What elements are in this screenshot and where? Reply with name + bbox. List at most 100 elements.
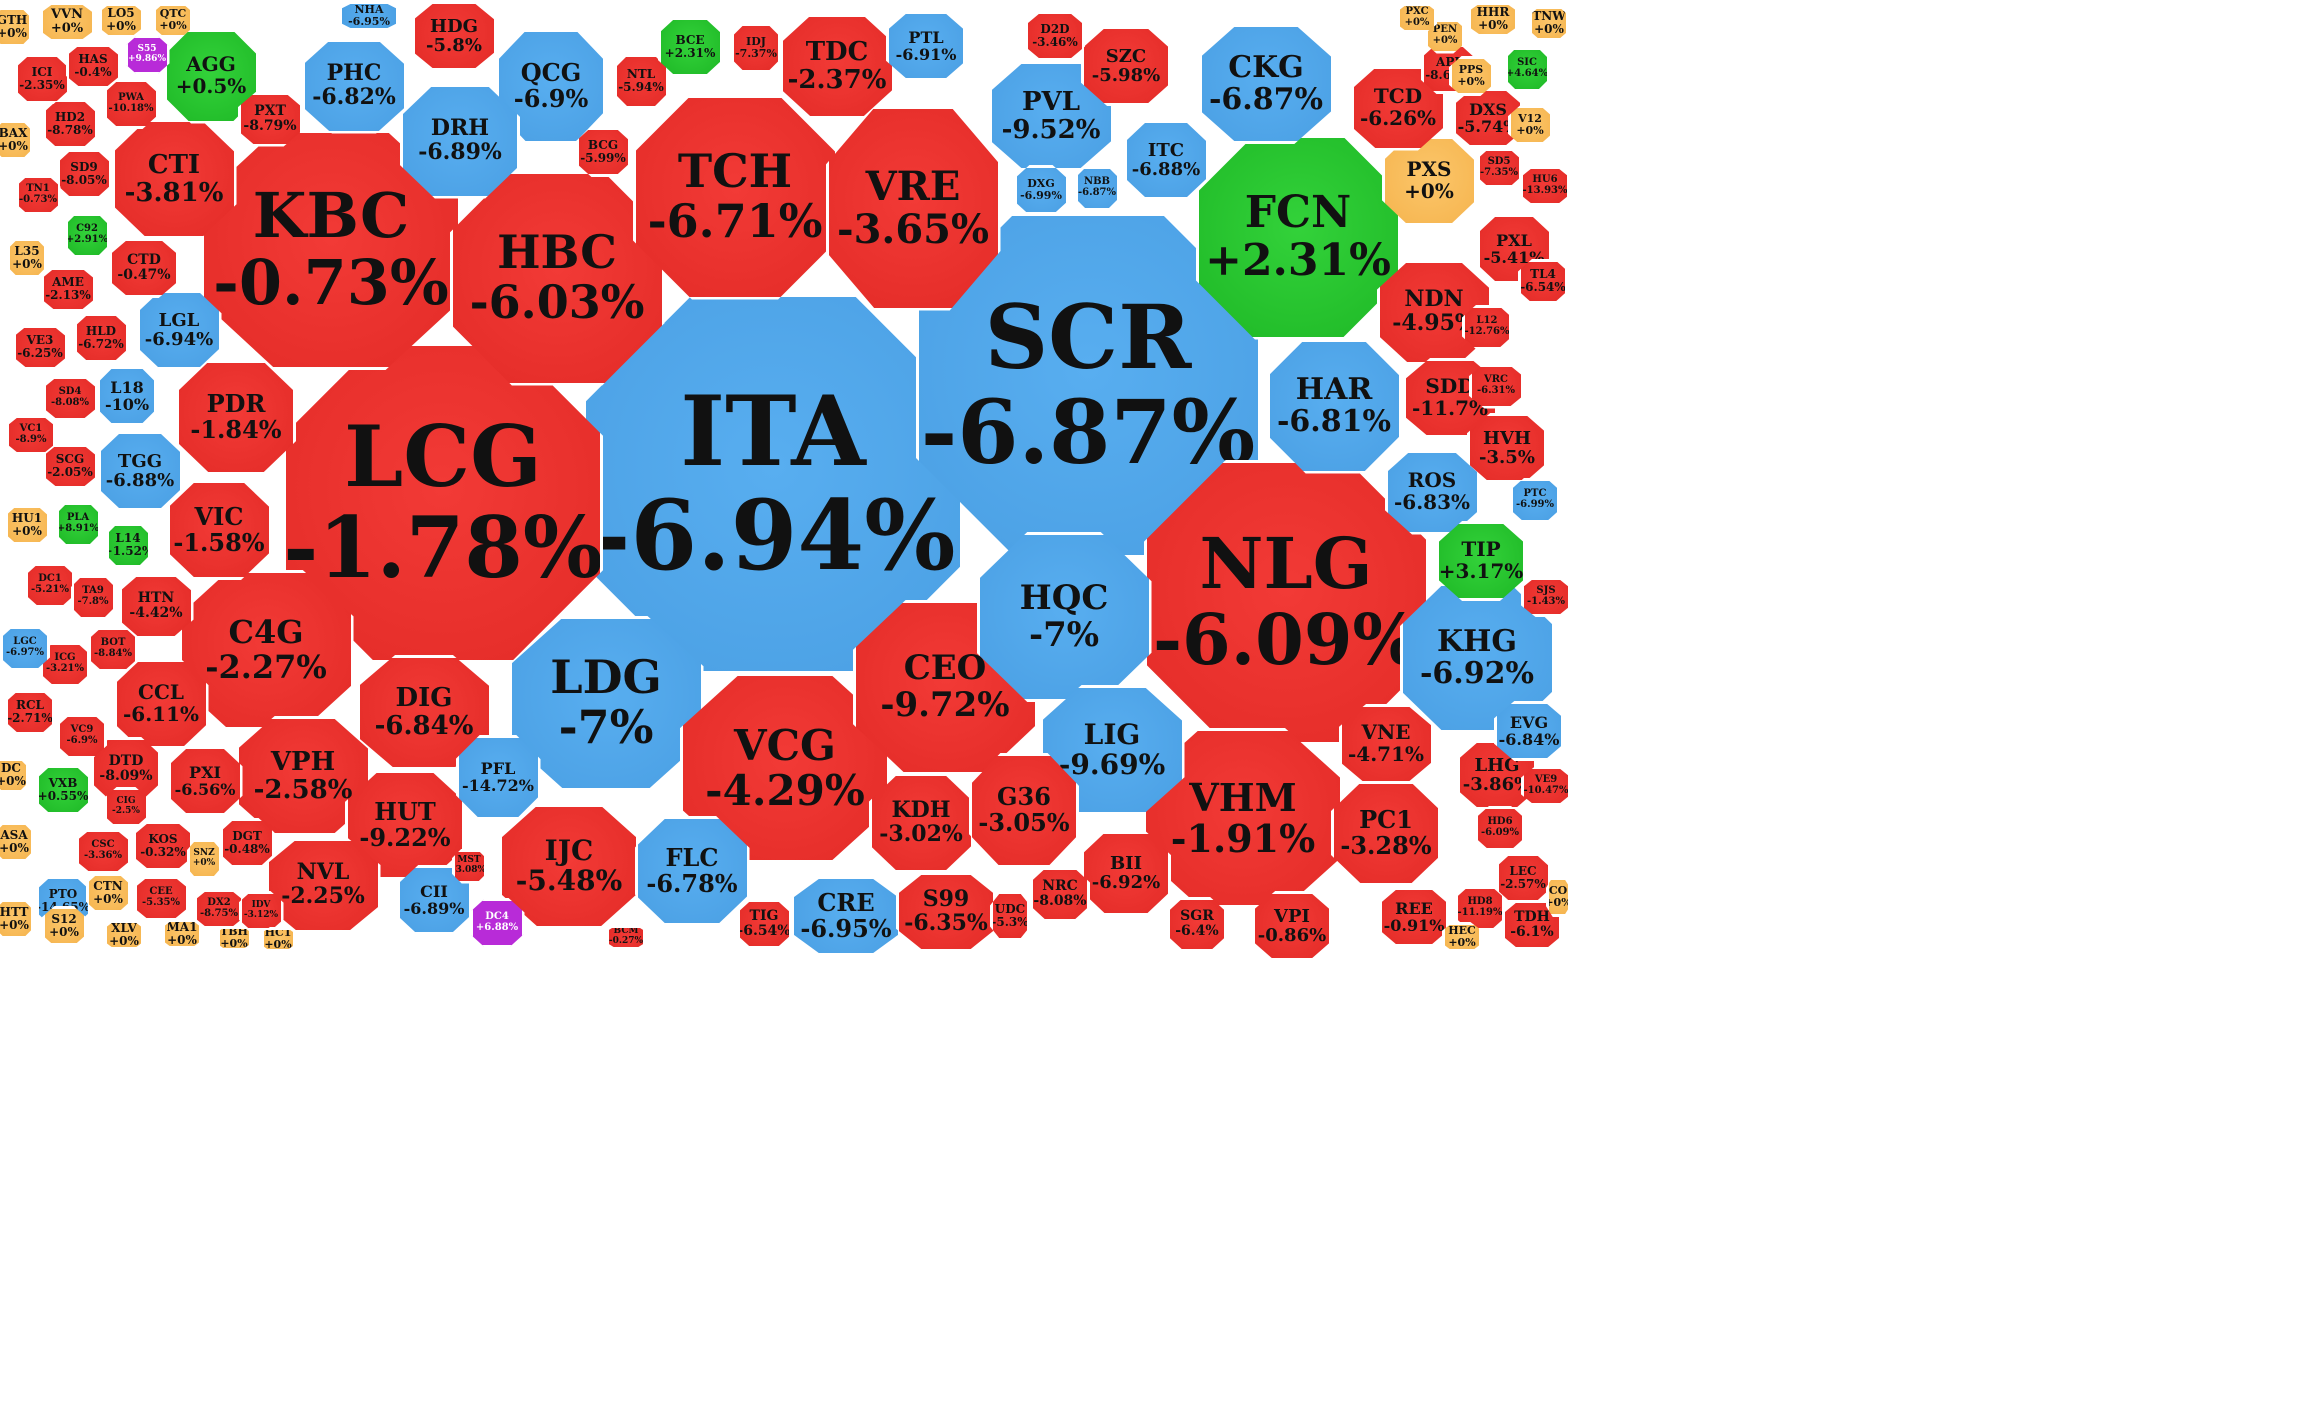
- cell-cee[interactable]: CEE -5.35%: [133, 875, 189, 921]
- cell-pwa[interactable]: PWA -10.18%: [103, 79, 159, 129]
- cell-hqc[interactable]: HQC -7%: [976, 532, 1152, 702]
- cell-ctd[interactable]: CTD -0.47%: [109, 238, 179, 298]
- cell-ree[interactable]: REE -0.91%: [1379, 887, 1449, 947]
- cell-scg[interactable]: SCG -2.05%: [42, 443, 98, 489]
- cell-snz[interactable]: SNZ +0%: [186, 839, 222, 879]
- cell-nvl[interactable]: NVL -2.25%: [265, 837, 381, 933]
- cell-ros[interactable]: ROS -6.83%: [1384, 449, 1480, 535]
- cell-htn[interactable]: HTN -4.42%: [118, 573, 194, 639]
- cell-v12[interactable]: V12 +0%: [1507, 105, 1553, 145]
- cell-pvl[interactable]: PVL -9.52%: [988, 61, 1114, 171]
- cell-s55[interactable]: S55 +9.86%: [124, 35, 170, 75]
- cell-ccl[interactable]: CCL -6.11%: [113, 659, 209, 749]
- cell-gth[interactable]: GTH+0%: [0, 7, 32, 47]
- cell-hld[interactable]: HLD -6.72%: [73, 313, 129, 363]
- cell-hc1[interactable]: HC1 +0%: [260, 926, 296, 952]
- cell-idj[interactable]: IDJ -7.37%: [731, 23, 781, 73]
- cell-vre[interactable]: VRE -3.65%: [825, 105, 1001, 311]
- cell-has[interactable]: HAS -0.4%: [65, 43, 121, 89]
- cell-lec[interactable]: LEC -2.57%: [1495, 853, 1551, 903]
- cell-asa[interactable]: ASA +0%: [0, 822, 34, 862]
- cell-dx2[interactable]: DX2 -8.75%: [194, 889, 244, 929]
- cell-l12[interactable]: L12 -12.76%: [1462, 304, 1512, 350]
- cell-ntl[interactable]: NTL -5.94%: [613, 53, 669, 109]
- cell-tl4[interactable]: TL4 -6.54%: [1518, 258, 1568, 304]
- cell-d2d[interactable]: D2D -3.46%: [1025, 11, 1085, 61]
- cell-pxs[interactable]: PXS +0%: [1381, 136, 1477, 226]
- cell-dc[interactable]: DC+0%: [0, 757, 29, 793]
- cell-hd2[interactable]: HD2 -8.78%: [42, 99, 98, 149]
- cell-pc1[interactable]: PC1 -3.28%: [1331, 780, 1441, 886]
- cell-sd5[interactable]: SD5 -7.35%: [1476, 148, 1522, 188]
- cell-itc[interactable]: ITC -6.88%: [1123, 120, 1209, 200]
- cell-cre[interactable]: CRE -6.95%: [791, 876, 901, 956]
- cell-cti[interactable]: CTI -3.81%: [111, 119, 237, 239]
- cell-pxi[interactable]: PXI -6.56%: [167, 746, 243, 816]
- cell-c4g[interactable]: C4G -2.27%: [178, 570, 354, 730]
- cell-har[interactable]: HAR -6.81%: [1266, 338, 1402, 474]
- cell-dxs[interactable]: DXS -5.74%: [1453, 88, 1523, 148]
- cell-tnw[interactable]: TNW +0%: [1529, 5, 1569, 41]
- cell-ve3[interactable]: VE3 -6.25%: [12, 324, 68, 370]
- cell-vph[interactable]: VPH -2.58%: [235, 716, 371, 836]
- cell-ici[interactable]: ICI -2.35%: [14, 54, 70, 104]
- cell-co[interactable]: CO +0%: [1545, 877, 1571, 917]
- cell-nha[interactable]: NHA -6.95%: [339, 1, 399, 31]
- cell-vpi[interactable]: VPI -0.86%: [1252, 891, 1332, 961]
- cell-hbc[interactable]: HBC -6.03%: [449, 170, 665, 386]
- cell-ptc[interactable]: PTC -6.99%: [1510, 477, 1560, 523]
- cell-vc1[interactable]: VC1 -8.9%: [6, 415, 56, 455]
- cell-bax[interactable]: BAX +0%: [0, 120, 33, 160]
- cell-tbh[interactable]: TBH +0%: [216, 925, 252, 951]
- cell-vxb[interactable]: VXB +0.55%: [35, 765, 91, 815]
- cell-hd6[interactable]: HD6 -6.09%: [1475, 805, 1525, 851]
- cell-pxc[interactable]: PXC +0%: [1397, 3, 1437, 33]
- cell-bcg[interactable]: BCG -5.99%: [575, 127, 631, 177]
- cell-phc[interactable]: PHC -6.82%: [301, 38, 407, 134]
- cell-tcd[interactable]: TCD -6.26%: [1350, 65, 1446, 151]
- cell-bcm[interactable]: BCM -0.27%: [606, 924, 646, 950]
- cell-ckg[interactable]: CKG -6.87%: [1198, 24, 1334, 144]
- cell-s99[interactable]: S99 -6.35%: [896, 872, 996, 952]
- cell-htt[interactable]: HTT +0%: [0, 899, 34, 939]
- cell-pla[interactable]: PLA +8.91%: [55, 501, 101, 547]
- cell-cig[interactable]: CIG -2.5%: [103, 787, 149, 827]
- cell-lo5[interactable]: LO5 +0%: [98, 2, 144, 38]
- cell-nlg[interactable]: NLG -6.09%: [1143, 459, 1429, 745]
- cell-vrc[interactable]: VRC -6.31%: [1468, 363, 1524, 409]
- cell-lgl[interactable]: LGL -6.94%: [136, 290, 222, 370]
- cell-lgc[interactable]: LGC -6.97%: [0, 625, 50, 671]
- cell-l14[interactable]: L14+1.52%: [105, 522, 151, 568]
- cell-hu1[interactable]: HU1 +0%: [4, 505, 50, 545]
- cell-ta9[interactable]: TA9 -7.8%: [70, 574, 116, 620]
- cell-qcg[interactable]: QCG -6.9%: [496, 28, 606, 144]
- cell-dig[interactable]: DIG -6.84%: [356, 654, 492, 770]
- cell-dc1[interactable]: DC1 -5.21%: [25, 562, 75, 608]
- cell-vne[interactable]: VNE -4.71%: [1338, 704, 1434, 784]
- cell-flc[interactable]: FLC -6.78%: [634, 816, 750, 926]
- cell-ma1[interactable]: MA1 +0%: [162, 919, 202, 949]
- cell-tch[interactable]: TCH -6.71%: [632, 94, 838, 300]
- cell-dxg[interactable]: DXG -6.99%: [1013, 165, 1069, 215]
- cell-rcl[interactable]: RCL -2.71%: [5, 689, 55, 735]
- cell-qtc[interactable]: QTC +0%: [153, 2, 193, 38]
- cell-bce[interactable]: BCE +2.31%: [657, 17, 723, 77]
- cell-kdh[interactable]: KDH -3.02%: [868, 773, 974, 873]
- cell-hec[interactable]: HEC +0%: [1442, 922, 1482, 952]
- cell-nbb[interactable]: NBB -6.87%: [1074, 165, 1120, 211]
- cell-evg[interactable]: EVG -6.84%: [1494, 701, 1564, 761]
- cell-tig[interactable]: TIG -6.54%: [736, 899, 792, 949]
- cell-sd9[interactable]: SD9 -8.05%: [56, 149, 112, 199]
- cell-pen[interactable]: PEN +0%: [1425, 18, 1465, 54]
- cell-nrc[interactable]: NRC -8.08%: [1030, 866, 1090, 922]
- cell-ve9[interactable]: VE9 -10.47%: [1521, 766, 1571, 806]
- cell-pxt[interactable]: PXT -8.79%: [237, 91, 303, 147]
- cell-s12[interactable]: S12 +0%: [41, 906, 87, 946]
- cell-csc[interactable]: CSC -3.36%: [75, 828, 131, 874]
- cell-sjs[interactable]: SJS -1.43%: [1521, 577, 1571, 617]
- cell-pfl[interactable]: PFL -14.72%: [455, 734, 541, 820]
- cell-tn1[interactable]: TN1 -0.73%: [15, 175, 61, 215]
- cell-icg[interactable]: ICG -3.21%: [40, 641, 90, 687]
- cell-udc[interactable]: UDC -5.3%: [990, 891, 1030, 941]
- cell-l35[interactable]: L35 +0%: [7, 238, 47, 278]
